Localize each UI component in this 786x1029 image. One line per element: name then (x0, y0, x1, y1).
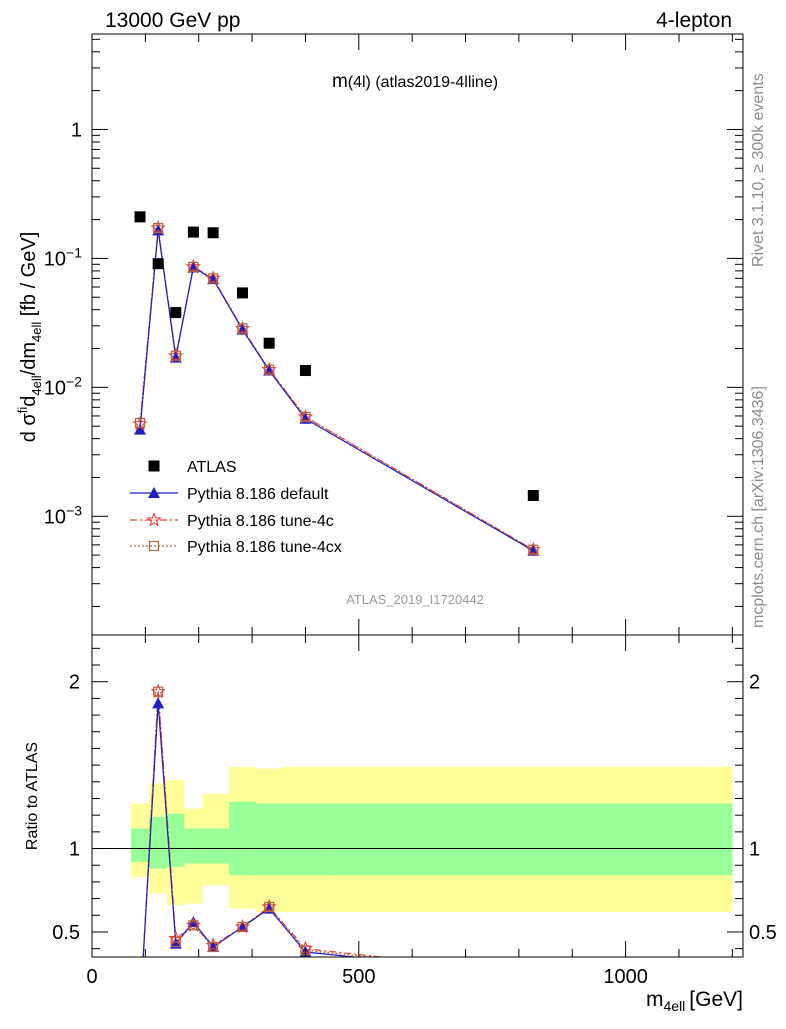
legend: ATLAS Pythia 8.186 default Pythia 8.186 tu… (130, 459, 342, 556)
ratio-y-axis-label: Ratio to ATLAS (24, 742, 41, 850)
ratio-y-tick-label: 2 (69, 672, 80, 694)
ratio-point (153, 686, 164, 697)
ratio-point (152, 697, 165, 709)
x-axis-label: m4ell [GeV] (646, 988, 743, 1014)
tune-4cx-point (528, 544, 539, 555)
y-tick-label: 10−3 (44, 502, 82, 528)
ratio-band-inner (166, 813, 185, 867)
tune-4cx-point (300, 411, 311, 422)
process-label: 4-lepton (656, 9, 732, 32)
legend-marker (148, 460, 160, 472)
ratio-plot-frame (91, 634, 744, 958)
y-tick-label: 1 (71, 119, 82, 141)
tune-4cx-point (208, 273, 219, 284)
main-panel: 1 10−1 10−2 10−3 m(4l) (atlas2019-4lline) d… (15, 33, 744, 636)
x-tick-label: 500 (342, 966, 375, 988)
ratio-point (188, 920, 199, 931)
x-tick-label: 0 (86, 966, 97, 988)
mcplots-label: mcplots.cern.ch [arXiv:1306.3436] (750, 386, 767, 628)
tune-4cx-point (170, 350, 181, 361)
ratio-band-inner (130, 828, 150, 862)
ratio-uncertainty-bands (92, 766, 743, 912)
energy-label: 13000 GeV pp (105, 9, 240, 32)
main-series (132, 211, 541, 557)
plot-title-main: m (332, 71, 348, 92)
tune-4cx-point (153, 222, 164, 234)
ratio-point (170, 936, 181, 948)
tune-4cx-point (134, 417, 146, 428)
ratio-point (187, 915, 200, 927)
atlas-point (134, 211, 146, 223)
ratio-y-tick-label-right: 1 (749, 839, 760, 861)
legend-marker (148, 540, 160, 552)
rivet-version-label: Rivet 3.1.10, ≥ 300k events (750, 73, 767, 267)
default-point (134, 423, 147, 435)
main-y-axis-label: d σfid4ell/dm4ell [fb / GeV] (15, 232, 44, 443)
legend-marker (146, 511, 162, 527)
atlas-point (152, 258, 164, 270)
y-tick-label: 10−1 (44, 244, 82, 270)
x-tick-label: 1000 (603, 966, 648, 988)
watermark-analysis-id: ATLAS_2019_I1720442 (346, 592, 484, 607)
x-axis-label-main: m (646, 988, 664, 1011)
ratio-point (208, 941, 219, 953)
ratio-point (237, 921, 248, 933)
ratio-band-inner (229, 801, 256, 876)
ratio-band-inner (282, 803, 333, 876)
ratio-y-tick-label-right: 0.5 (749, 922, 777, 944)
ratio-point (264, 901, 275, 913)
tune-4cx-point (188, 261, 199, 272)
atlas-point (236, 287, 248, 299)
legend-label: Pythia 8.186 tune-4c (187, 513, 334, 530)
atlas-point (170, 307, 182, 319)
ratio-series (142, 683, 387, 957)
x-axis-label-sub: 4ell (664, 998, 686, 1014)
tune-4cx-point (237, 323, 248, 334)
main-axis-ticks: 1 10−1 10−2 10−3 (44, 34, 743, 635)
ratio-point (168, 930, 184, 946)
ratio-band-inner (149, 816, 167, 869)
tune-4cx-point (264, 364, 275, 375)
legend-label: Pythia 8.186 tune-4cx (187, 539, 342, 556)
atlas-point (299, 365, 311, 377)
legend-marker (148, 487, 160, 498)
x-axis-label-unit: [GeV] (689, 988, 743, 1011)
atlas-point (527, 489, 539, 501)
atlas-point (207, 227, 219, 239)
atlas-point (187, 226, 199, 238)
legend-label: Pythia 8.186 default (187, 486, 329, 503)
plot-title-rest: (4l) (atlas2019-4lline) (348, 74, 498, 91)
ratio-y-tick-label: 1 (69, 839, 80, 861)
legend-label: ATLAS (187, 459, 237, 476)
atlas-point (263, 337, 275, 349)
ratio-band-inner (332, 803, 733, 876)
y-tick-label: 10−2 (44, 373, 82, 399)
ratio-panel: 0.5 0.5 1 1 2 2 0 500 1000 Ratio to ATLAS m4ell[… (24, 634, 777, 1014)
ratio-band-inner (202, 828, 230, 864)
ratio-y-tick-label: 0.5 (52, 922, 80, 944)
ratio-band-inner (255, 803, 283, 876)
ratio-band-inner (184, 828, 203, 864)
ratio-y-tick-label-right: 2 (749, 672, 760, 694)
plot-title: m(4l) (atlas2019-4lline) (332, 71, 498, 92)
